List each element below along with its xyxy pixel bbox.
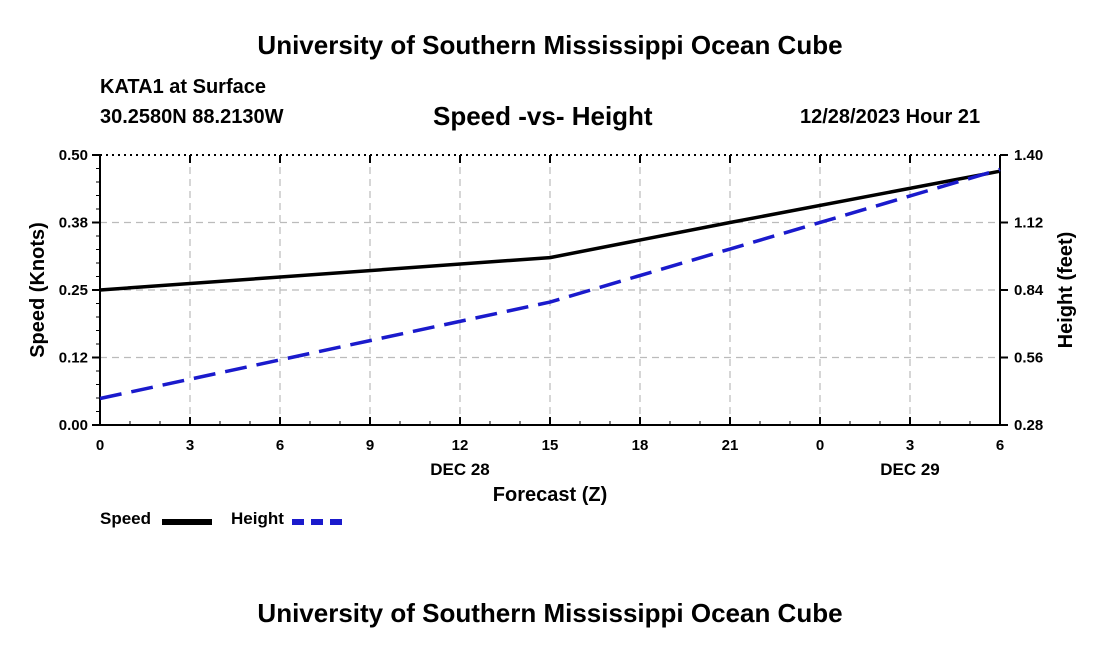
y-tick-label-left: 0.38 bbox=[59, 215, 88, 232]
x-tick-label: 15 bbox=[542, 437, 559, 454]
y-tick-label-left: 0.25 bbox=[59, 282, 88, 299]
y-axis-title-left: Speed (Knots) bbox=[27, 222, 49, 358]
x-tick-label: 6 bbox=[276, 437, 284, 454]
x-tick-label: 18 bbox=[632, 437, 649, 454]
y-tick-label-right: 0.28 bbox=[1014, 417, 1043, 434]
date-label: DEC 28 bbox=[430, 460, 490, 479]
x-axis-title: Forecast (Z) bbox=[493, 484, 607, 506]
station-label: KATA1 at Surface bbox=[100, 76, 266, 98]
series-line-height bbox=[99, 167, 1001, 401]
date-label: DEC 29 bbox=[880, 460, 940, 479]
y-tick-label-right: 1.12 bbox=[1014, 215, 1043, 232]
x-tick-label: 3 bbox=[906, 437, 914, 454]
y-tick-label-left: 0.12 bbox=[59, 350, 88, 367]
x-tick-label: 6 bbox=[996, 437, 1004, 454]
x-tick-label: 12 bbox=[452, 437, 469, 454]
station-coordinates: 30.2580N 88.2130W bbox=[100, 106, 284, 128]
speed-height-chart: 0 3 6 9 12 15 18 21 0 3 6 DEC 28 DEC 29 Forecast (Z) 0… bbox=[27, 147, 1077, 506]
y-tick-label-left: 0.50 bbox=[59, 147, 88, 164]
legend-height-swatch bbox=[292, 519, 342, 525]
top-title: University of Southern Mississippi Ocean… bbox=[257, 30, 843, 60]
y-tick-label-right: 1.40 bbox=[1014, 147, 1043, 164]
bottom-title: University of Southern Mississippi Ocean… bbox=[257, 598, 843, 628]
x-tick-label: 21 bbox=[722, 437, 739, 454]
x-tick-label: 0 bbox=[96, 437, 104, 454]
y-axis-title-right: Height (feet) bbox=[1055, 232, 1077, 349]
x-tick-label: 3 bbox=[186, 437, 194, 454]
series-line-speed bbox=[99, 169, 1001, 292]
legend-height-label: Height bbox=[231, 509, 284, 528]
legend-speed-label: Speed bbox=[100, 509, 152, 528]
y-tick-label-right: 0.56 bbox=[1014, 350, 1043, 367]
x-tick-label: 0 bbox=[816, 437, 824, 454]
date-hour-label: 12/28/2023 Hour 21 bbox=[800, 106, 981, 128]
x-tick-label: 9 bbox=[366, 437, 374, 454]
legend-speed-swatch bbox=[162, 519, 212, 525]
y-tick-label-right: 0.84 bbox=[1014, 282, 1044, 299]
y-tick-label-left: 0.00 bbox=[59, 417, 88, 434]
chart-title: Speed -vs- Height bbox=[433, 101, 653, 131]
